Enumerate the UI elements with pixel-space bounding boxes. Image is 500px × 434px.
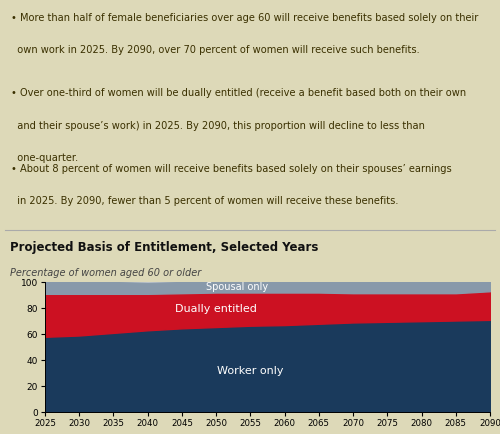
Text: • Over one-third of women will be dually entitled (receive a benefit based both : • Over one-third of women will be dually… xyxy=(11,89,466,99)
Text: • More than half of female beneficiaries over age 60 will receive benefits based: • More than half of female beneficiaries… xyxy=(11,13,478,23)
Text: Spousal only: Spousal only xyxy=(206,282,268,292)
Text: Worker only: Worker only xyxy=(217,365,284,376)
Text: and their spouse’s work) in 2025. By 2090, this proportion will decline to less : and their spouse’s work) in 2025. By 209… xyxy=(11,121,425,131)
Text: Dually entitled: Dually entitled xyxy=(175,304,257,315)
Text: • About 8 percent of women will receive benefits based solely on their spouses’ : • About 8 percent of women will receive … xyxy=(11,164,452,174)
Text: one-quarter.: one-quarter. xyxy=(11,153,78,163)
Text: Projected Basis of Entitlement, Selected Years: Projected Basis of Entitlement, Selected… xyxy=(10,241,318,254)
Text: own work in 2025. By 2090, over 70 percent of women will receive such benefits.: own work in 2025. By 2090, over 70 perce… xyxy=(11,45,420,55)
Text: in 2025. By 2090, fewer than 5 percent of women will receive these benefits.: in 2025. By 2090, fewer than 5 percent o… xyxy=(11,196,398,206)
Text: Percentage of women aged 60 or older: Percentage of women aged 60 or older xyxy=(10,268,201,278)
